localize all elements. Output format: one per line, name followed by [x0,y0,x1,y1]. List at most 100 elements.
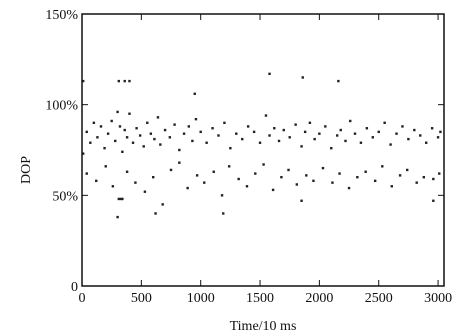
data-point [395,132,398,135]
y-tick-label: 100% [45,99,78,114]
data-point [312,179,315,183]
data-point [103,146,106,150]
data-point [438,172,441,175]
data-point [203,181,206,184]
data-point [439,130,442,134]
data-point [146,121,149,124]
data-point [194,117,198,121]
data-point [235,132,238,135]
data-point [344,139,347,143]
data-point [135,127,138,130]
data-point [152,176,155,179]
data-point [338,172,341,175]
data-point [212,170,215,173]
data-point [258,141,262,144]
data-point [330,146,333,150]
data-point [252,130,256,134]
data-point [85,130,88,134]
data-point [168,136,172,139]
data-point [295,183,299,186]
data-point [436,136,440,139]
data-point [131,141,135,144]
data-point [159,143,162,146]
data-point [401,125,404,128]
data-point [156,116,160,119]
data-point [287,168,290,172]
data-point [114,139,117,143]
data-point [138,134,142,137]
y-tick-label: 0 [71,280,78,295]
data-point [118,125,122,128]
data-point [280,176,283,179]
data-point [169,168,173,172]
data-point [193,92,196,95]
data-point [89,141,92,144]
data-point [347,186,351,190]
data-point [191,139,194,143]
data-point [178,161,181,164]
data-point [353,132,357,135]
data-point [199,130,202,134]
x-axis: Time/10 ms 0 500 1000 1500 2000 2500 3000 [79,14,452,334]
data-point [381,165,384,168]
data-point [288,136,291,139]
x-axis-title: Time/10 ms [230,319,297,334]
data-point [415,181,418,184]
x-tick-label: 2000 [305,291,333,306]
data-point [161,203,164,206]
data-point [178,148,181,152]
y-axis-title: DOP [19,156,34,184]
data-point [364,170,367,173]
data-point [116,215,119,219]
data-point [356,176,359,179]
data-point [92,121,96,124]
data-point [406,168,409,172]
data-point [205,141,208,144]
data-point [229,146,232,150]
data-point [271,188,275,192]
data-point [413,128,416,132]
x-tick-label: 0 [79,291,86,306]
data-point [424,141,428,144]
data-point [308,121,312,124]
data-point [359,141,363,144]
x-tick-label: 3000 [424,291,452,306]
data-point [154,212,157,215]
data-point [300,199,303,202]
data-point [142,145,145,148]
data-point [111,185,115,188]
data-point [128,79,131,83]
data-point [398,174,402,177]
x-tick-label: 1000 [187,291,215,306]
data-point [123,128,126,132]
y-ticks: 0 50% 100% 150% [45,8,444,295]
data-point [430,127,434,130]
data-point [313,137,316,141]
data-points [81,72,442,219]
data-point [117,197,120,201]
data-point [227,165,231,168]
data-point [149,132,153,135]
data-point [116,110,119,114]
data-point [321,166,325,170]
data-point [182,132,186,135]
data-point [121,197,124,201]
data-point [383,121,386,124]
data-point [407,137,410,141]
data-point [303,130,307,134]
data-point [187,125,191,128]
data-point [104,165,107,168]
data-point [163,128,167,132]
data-point [125,170,129,173]
data-point [305,174,308,177]
data-point [349,119,352,123]
data-point [301,76,304,79]
data-point [331,181,334,184]
data-point [377,130,380,134]
data-point [99,125,103,128]
x-tick-label: 1500 [246,291,274,306]
x-tick-label: 500 [131,291,152,306]
data-point [282,128,285,132]
data-point [419,134,422,137]
